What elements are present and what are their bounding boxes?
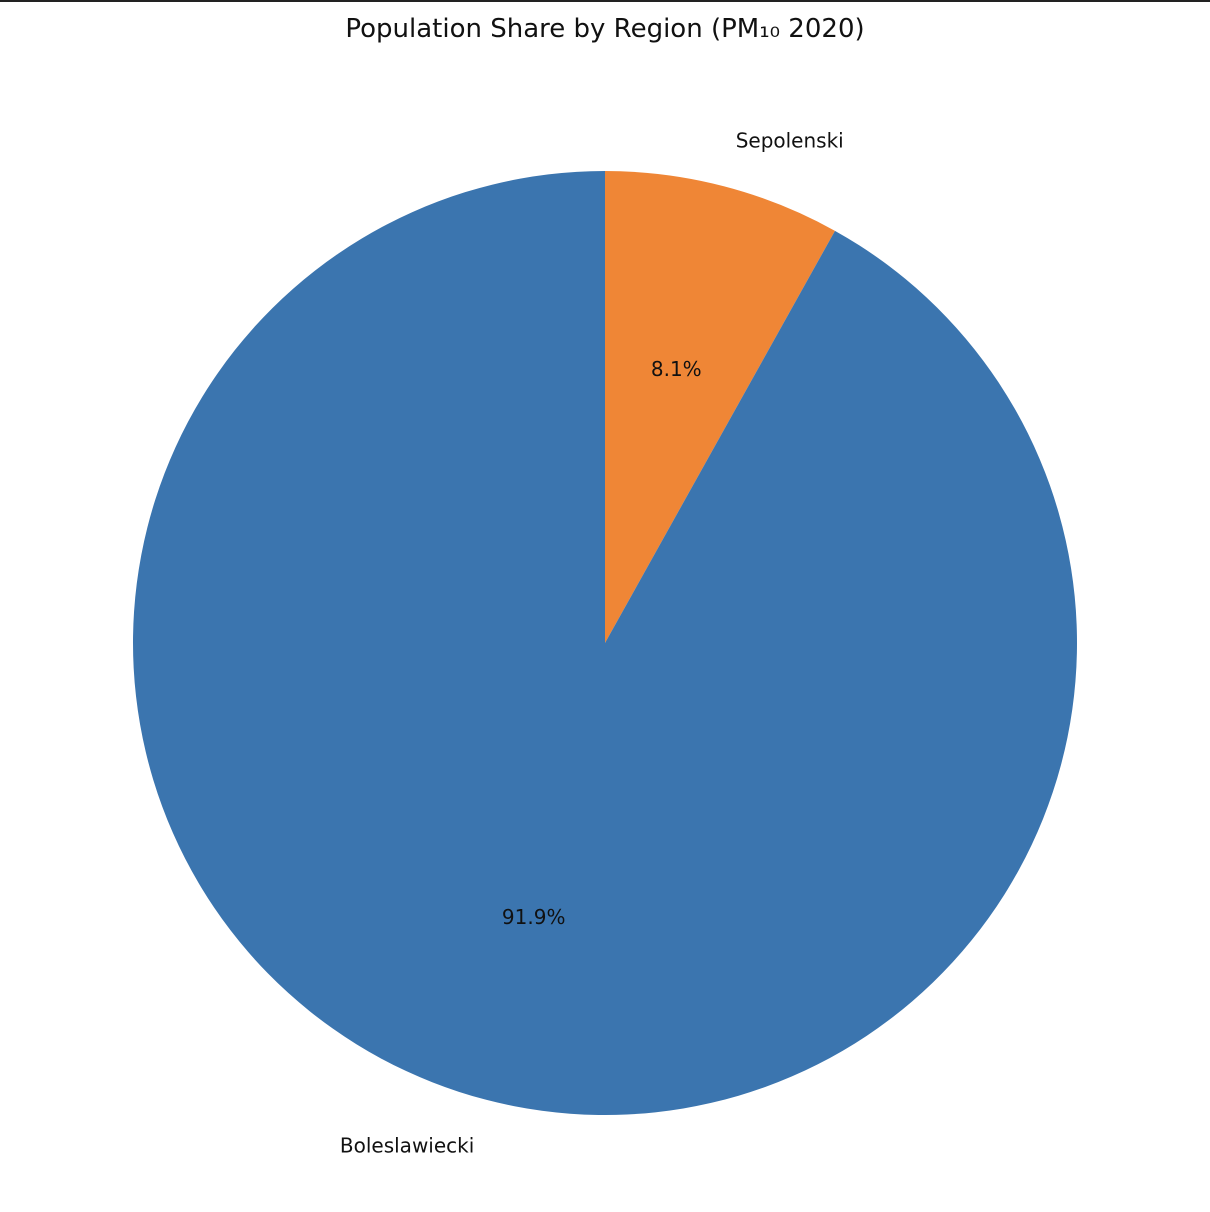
pie-slice-sepolenski (605, 171, 835, 643)
slice-label-boleslawiecki: Boleslawiecki (340, 1133, 474, 1157)
pie-slice-boleslawiecki (132, 171, 1077, 1115)
pie-slices (132, 171, 1077, 1115)
pie-labels: 8.1% Sepolenski 91.9% Boleslawiecki (340, 129, 844, 1158)
slice-label-sepolenski: Sepolenski (736, 129, 844, 153)
pct-label-boleslawiecki: 91.9% (502, 905, 566, 929)
pct-label-sepolenski: 8.1% (651, 357, 702, 381)
frame-top-border (0, 0, 1210, 2)
chart-title: Population Share by Region (PM₁₀ 2020) (345, 14, 865, 44)
